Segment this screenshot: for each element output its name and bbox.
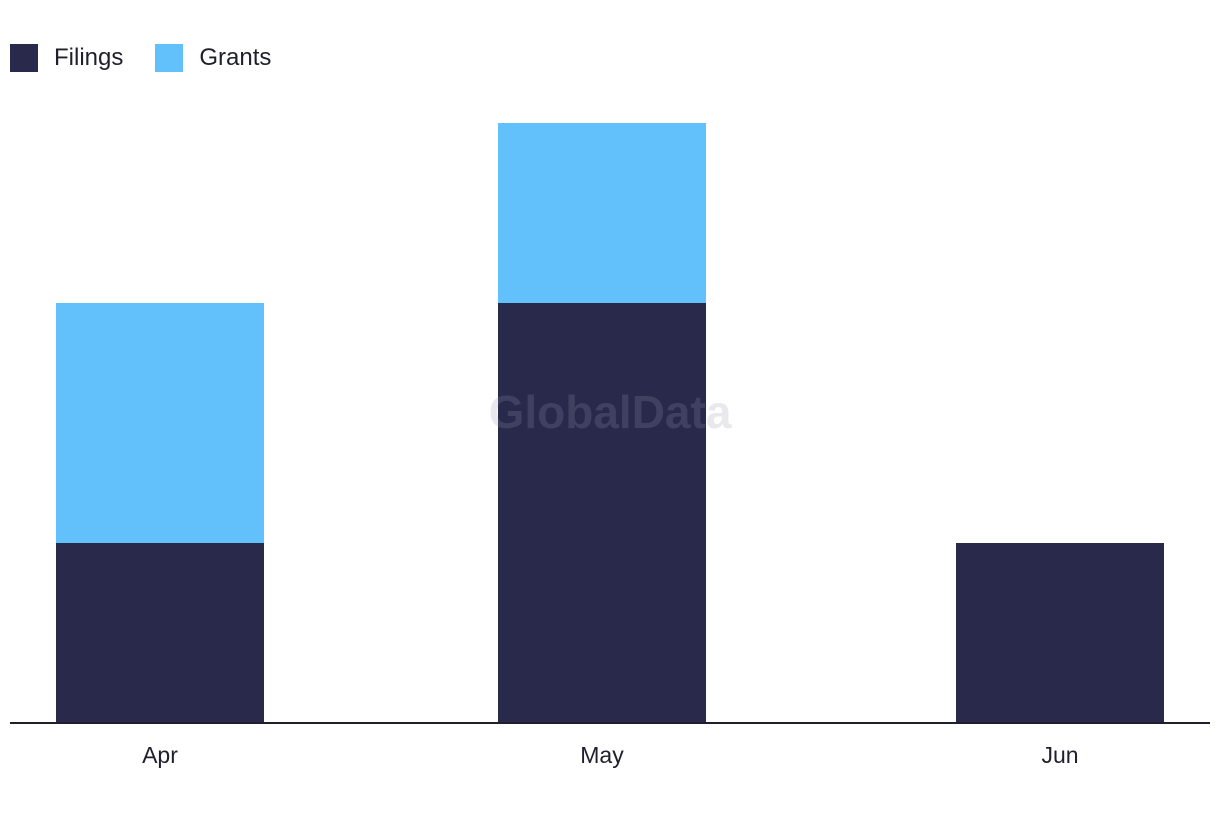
bar-filings-apr[interactable] — [56, 543, 264, 723]
bar-grants-apr[interactable] — [56, 303, 264, 543]
legend-item-grants[interactable]: Grants — [155, 44, 271, 72]
bar-filings-may[interactable] — [498, 303, 706, 723]
x-tick-label-jun: Jun — [1041, 742, 1078, 768]
x-tick-label-may: May — [580, 742, 624, 768]
bars-layer — [56, 123, 1164, 723]
bar-grants-may[interactable] — [498, 123, 706, 303]
legend-swatch-filings — [10, 44, 38, 72]
chart-legend: Filings Grants — [10, 44, 271, 72]
legend-swatch-grants — [155, 44, 184, 72]
watermark-logo: GlobalData — [489, 386, 732, 438]
legend-item-filings[interactable]: Filings — [10, 44, 123, 72]
legend-label-filings: Filings — [54, 44, 124, 71]
x-axis-ticks: Apr May Jun — [142, 742, 1078, 768]
bar-filings-jun[interactable] — [956, 543, 1164, 723]
x-tick-label-apr: Apr — [142, 742, 178, 768]
legend-label-grants: Grants — [199, 44, 272, 71]
